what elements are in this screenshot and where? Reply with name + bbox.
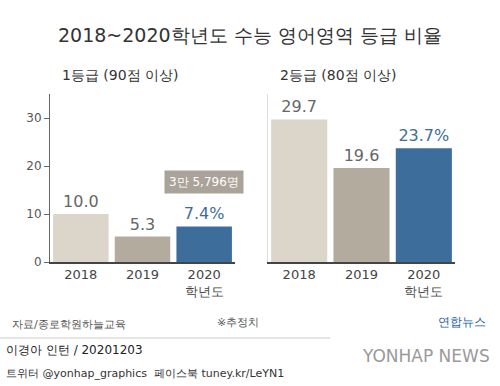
svg-text:10.0: 10.0 [63, 192, 99, 211]
svg-text:29.7: 29.7 [281, 97, 317, 116]
svg-text:2등급 (80점 이상): 2등급 (80점 이상) [280, 67, 397, 83]
svg-text:23.7%: 23.7% [398, 126, 449, 145]
svg-text:3만 5,796명: 3만 5,796명 [169, 175, 239, 189]
svg-text:2019: 2019 [126, 267, 159, 282]
svg-text:2020학년도: 2020학년도 [185, 267, 224, 299]
svg-text:자료/종로학원하늘교육: 자료/종로학원하늘교육 [12, 318, 126, 331]
svg-text:YONHAP NEWS: YONHAP NEWS [362, 346, 490, 366]
svg-text:30: 30 [26, 111, 41, 125]
svg-text:1등급 (90점 이상): 1등급 (90점 이상) [62, 67, 179, 83]
svg-text:2018: 2018 [283, 267, 316, 282]
svg-text:2018: 2018 [64, 267, 97, 282]
svg-text:7.4%: 7.4% [184, 204, 225, 223]
svg-text:2019: 2019 [345, 267, 378, 282]
svg-text:2018~2020학년도 수능 영어영역 등급 비율: 2018~2020학년도 수능 영어영역 등급 비율 [58, 24, 442, 46]
svg-text:5.3: 5.3 [130, 215, 155, 234]
svg-text:20: 20 [26, 159, 41, 173]
svg-text:트위터 @yonhap_graphics 페이스북 tun: 트위터 @yonhap_graphics 페이스북 tuney.kr/LeYN1 [6, 367, 284, 380]
svg-text:이경아 인턴 / 20201203: 이경아 인턴 / 20201203 [6, 343, 143, 357]
svg-text:연합뉴스: 연합뉴스 [438, 315, 486, 329]
svg-text:2020학년도: 2020학년도 [404, 267, 443, 299]
svg-text:19.6: 19.6 [344, 146, 380, 165]
svg-text:10: 10 [26, 207, 41, 221]
svg-text:※추정치: ※추정치 [217, 316, 259, 329]
svg-text:0: 0 [34, 255, 42, 269]
